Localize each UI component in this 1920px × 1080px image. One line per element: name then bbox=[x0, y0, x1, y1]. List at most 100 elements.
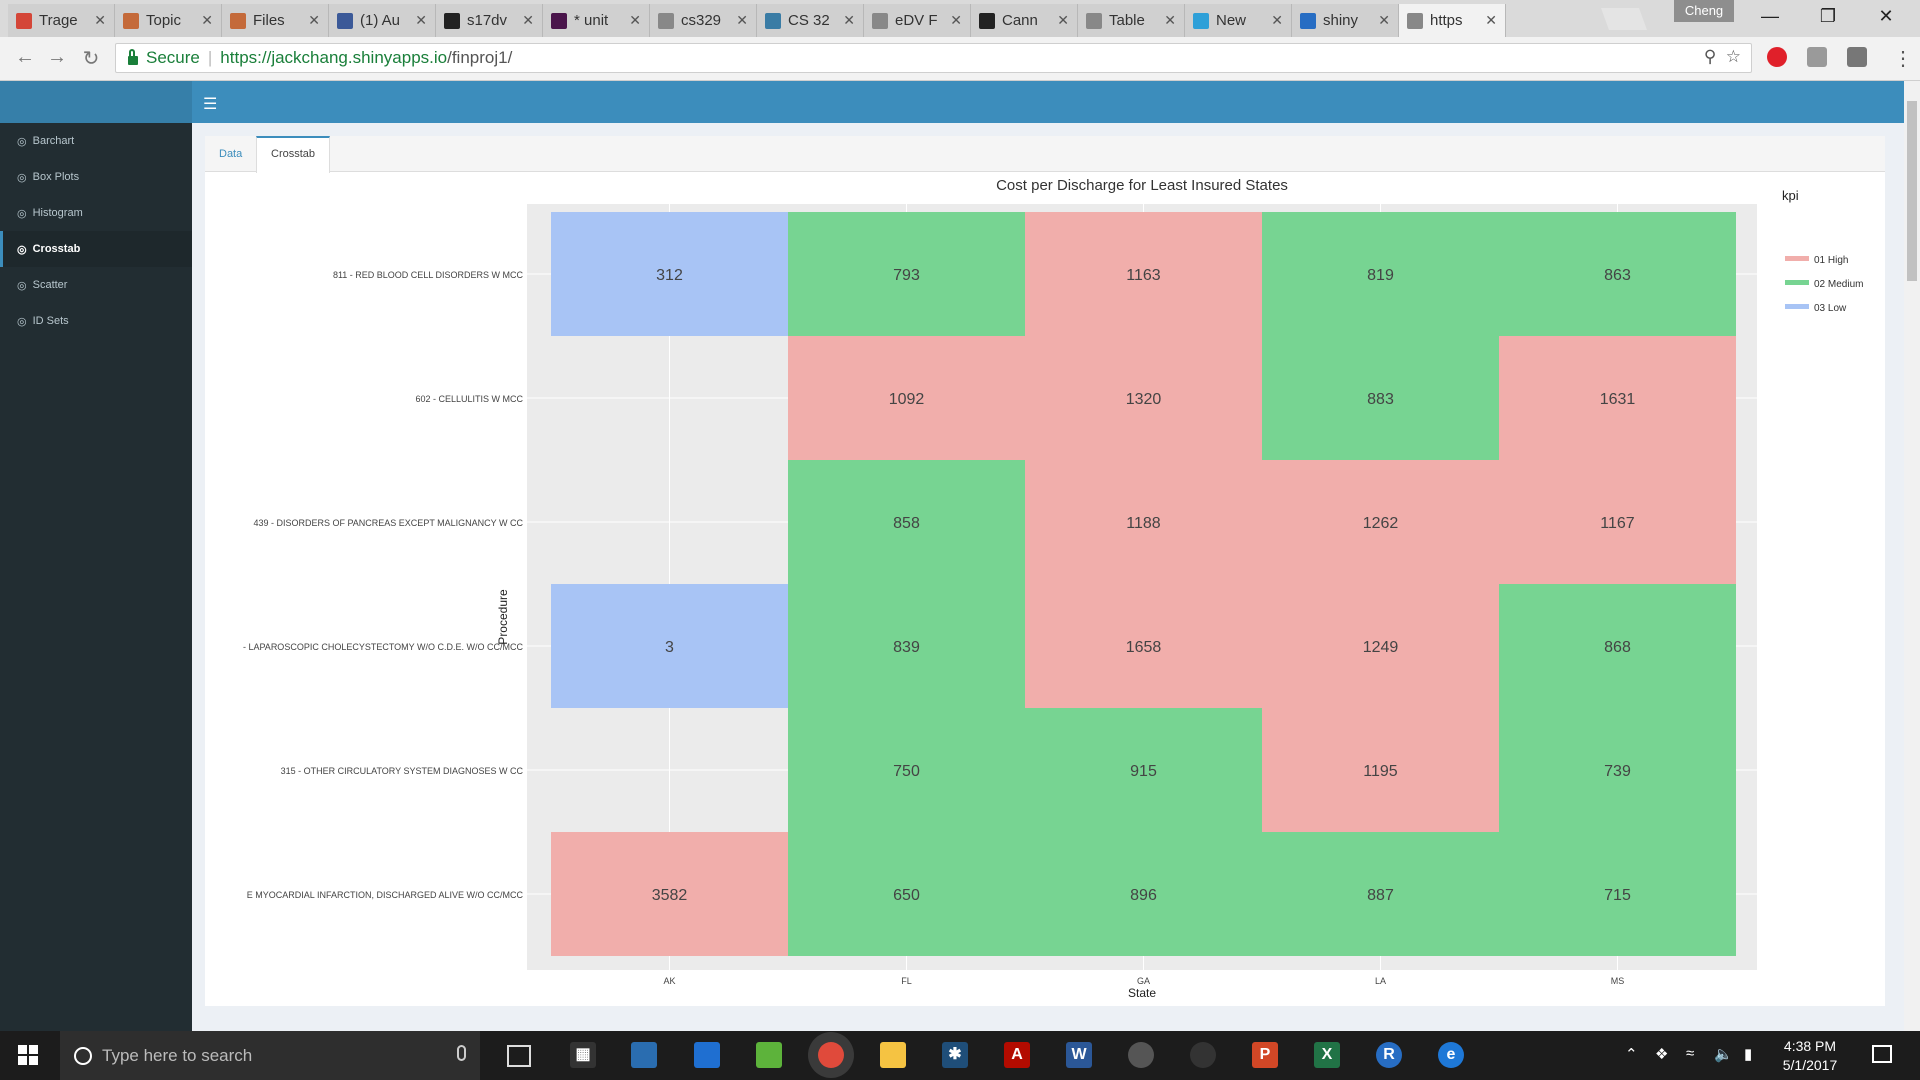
opera-extension-icon[interactable] bbox=[1767, 47, 1787, 67]
sidebar-toggle-icon[interactable]: ☰ bbox=[203, 96, 218, 113]
tray-chevron-icon[interactable]: ⌃ bbox=[1625, 1046, 1638, 1063]
task-view-icon[interactable] bbox=[507, 1045, 531, 1067]
zoom-icon[interactable]: ⚲ bbox=[1703, 47, 1717, 66]
sidebar-item-id-sets[interactable]: ◎ ID Sets bbox=[0, 303, 192, 339]
sidebar-item-scatter[interactable]: ◎ Scatter bbox=[0, 267, 192, 303]
microphone-icon[interactable] bbox=[457, 1045, 466, 1061]
back-icon[interactable]: ← bbox=[15, 46, 35, 68]
sidebar-item-box-plots[interactable]: ◎ Box Plots bbox=[0, 159, 192, 195]
close-tab-icon[interactable]: ✕ bbox=[522, 12, 534, 28]
close-tab-icon[interactable]: ✕ bbox=[201, 12, 213, 28]
taskbar-clock[interactable]: 4:38 PM 5/1/2017 bbox=[1770, 1037, 1850, 1075]
action-center-icon[interactable] bbox=[1872, 1045, 1892, 1063]
lenovo-app-icon[interactable] bbox=[631, 1042, 657, 1068]
y-axis-title: Procedure bbox=[496, 589, 510, 645]
extension-icon[interactable] bbox=[1807, 47, 1827, 67]
extension-icon[interactable] bbox=[1847, 47, 1867, 67]
tab-crosstab[interactable]: Crosstab bbox=[256, 136, 331, 173]
close-tab-icon[interactable]: ✕ bbox=[1485, 12, 1497, 28]
word-icon[interactable]: W bbox=[1066, 1042, 1092, 1068]
facebook-icon bbox=[337, 12, 353, 29]
close-tab-icon[interactable]: ✕ bbox=[736, 12, 748, 28]
battery-icon[interactable]: ▮ bbox=[1744, 1046, 1753, 1063]
tab-data[interactable]: Data bbox=[219, 148, 243, 160]
browser-tab[interactable]: shiny ✕ bbox=[1292, 4, 1399, 37]
sidebar-item-barchart[interactable]: ◎ Barchart bbox=[0, 123, 192, 159]
powerpoint-icon[interactable]: P bbox=[1252, 1042, 1278, 1068]
cell-value-label: 1631 bbox=[1600, 391, 1636, 408]
profile-button[interactable]: Cheng bbox=[1674, 0, 1734, 22]
close-tab-icon[interactable]: ✕ bbox=[1057, 12, 1069, 28]
tab-box: Data Crosstab 312 793 1163 819 863 1092 1320 88… bbox=[205, 136, 1885, 1006]
cell-value-label: 1188 bbox=[1126, 515, 1161, 532]
close-tab-icon[interactable]: ✕ bbox=[950, 12, 962, 28]
github-icon bbox=[444, 12, 460, 29]
sidebar-item-label: ID Sets bbox=[32, 315, 69, 327]
restore-icon[interactable]: ❐ bbox=[1819, 6, 1837, 26]
browser-tab[interactable]: * unit ✕ bbox=[543, 4, 650, 37]
browser-tab[interactable]: (1) Au ✕ bbox=[329, 4, 436, 37]
browser-tab[interactable]: cs329 ✕ bbox=[650, 4, 757, 37]
tableau-icon[interactable]: ✱ bbox=[942, 1042, 968, 1068]
browser-tab[interactable]: eDV F ✕ bbox=[864, 4, 971, 37]
remote-app-icon[interactable] bbox=[694, 1042, 720, 1068]
y-tick-label: 439 - DISORDERS OF PANCREAS EXCEPT MALIG… bbox=[253, 518, 523, 528]
sidebar-item-histogram[interactable]: ◎ Histogram bbox=[0, 195, 192, 231]
bookmark-star-icon[interactable]: ☆ bbox=[1725, 47, 1741, 66]
close-window-icon[interactable]: ✕ bbox=[1878, 6, 1894, 26]
heatmap-cell bbox=[1262, 460, 1499, 584]
browser-tab[interactable]: Files ✕ bbox=[222, 4, 329, 37]
close-tab-icon[interactable]: ✕ bbox=[629, 12, 641, 28]
logo-area bbox=[0, 81, 192, 123]
browser-tab[interactable]: CS 32 ✕ bbox=[757, 4, 864, 37]
sidebar-item-crosstab[interactable]: ◎ Crosstab bbox=[0, 231, 192, 267]
chrome-icon[interactable] bbox=[818, 1042, 844, 1068]
dropbox-icon[interactable]: ❖ bbox=[1655, 1046, 1669, 1063]
page-scrollbar[interactable] bbox=[1904, 81, 1920, 1031]
browser-tab[interactable]: Cann ✕ bbox=[971, 4, 1078, 37]
browser-tab[interactable]: https ✕ bbox=[1399, 4, 1506, 37]
reload-icon[interactable]: ↻ bbox=[82, 48, 100, 70]
browser-tab-label: eDV F bbox=[895, 12, 938, 29]
excel-icon[interactable]: X bbox=[1314, 1042, 1340, 1068]
close-tab-icon[interactable]: ✕ bbox=[308, 12, 320, 28]
audio-app-icon[interactable] bbox=[756, 1042, 782, 1068]
minimize-icon[interactable]: — bbox=[1761, 6, 1779, 26]
browser-tab[interactable]: Table ✕ bbox=[1078, 4, 1185, 37]
scrollbar-thumb[interactable] bbox=[1907, 101, 1917, 281]
legend-swatch bbox=[1785, 256, 1809, 261]
wifi-icon[interactable]: ≈ bbox=[1686, 1045, 1695, 1062]
github-icon[interactable] bbox=[1190, 1042, 1216, 1068]
x-tick-label: GA bbox=[1137, 976, 1150, 986]
sidebar: ◎ Barchart ◎ Box Plots ◎ Histogram ◎ Crosstab ◎ S… bbox=[0, 123, 192, 1031]
windows-start-icon[interactable] bbox=[18, 1045, 38, 1065]
piazza-icon bbox=[765, 12, 781, 29]
close-tab-icon[interactable]: ✕ bbox=[1164, 12, 1176, 28]
new-tab-button[interactable] bbox=[1600, 8, 1648, 30]
file-explorer-icon[interactable] bbox=[880, 1042, 906, 1068]
close-tab-icon[interactable]: ✕ bbox=[1378, 12, 1390, 28]
volume-icon[interactable]: 🔈 bbox=[1714, 1046, 1733, 1063]
cell-value-label: 819 bbox=[1367, 267, 1394, 284]
store-icon[interactable]: ▦ bbox=[570, 1042, 596, 1068]
close-tab-icon[interactable]: ✕ bbox=[843, 12, 855, 28]
acrobat-icon[interactable]: A bbox=[1004, 1042, 1030, 1068]
browser-tab[interactable]: Trage ✕ bbox=[8, 4, 115, 37]
close-tab-icon[interactable]: ✕ bbox=[415, 12, 427, 28]
address-bar[interactable]: Secure | https://jackchang.shinyapps.io /… bbox=[115, 43, 1752, 73]
chrome-menu-icon[interactable]: ⋮ bbox=[1893, 48, 1913, 70]
secure-label: Secure bbox=[146, 48, 200, 67]
cell-value-label: 1658 bbox=[1126, 639, 1162, 656]
browser-tab[interactable]: New ✕ bbox=[1185, 4, 1292, 37]
browser-tab[interactable]: s17dv ✕ bbox=[436, 4, 543, 37]
cell-value-label: 3 bbox=[665, 639, 674, 656]
close-tab-icon[interactable]: ✕ bbox=[1271, 12, 1283, 28]
app-icon[interactable] bbox=[1128, 1042, 1154, 1068]
x-tick-label: LA bbox=[1375, 976, 1386, 986]
close-tab-icon[interactable]: ✕ bbox=[94, 12, 106, 28]
taskbar-search-box[interactable]: Type here to search bbox=[60, 1031, 480, 1080]
edge-icon[interactable]: e bbox=[1438, 1042, 1464, 1068]
rstudio-icon[interactable]: R bbox=[1376, 1042, 1402, 1068]
browser-tab[interactable]: Topic ✕ bbox=[115, 4, 222, 37]
forward-icon[interactable]: → bbox=[47, 46, 67, 68]
